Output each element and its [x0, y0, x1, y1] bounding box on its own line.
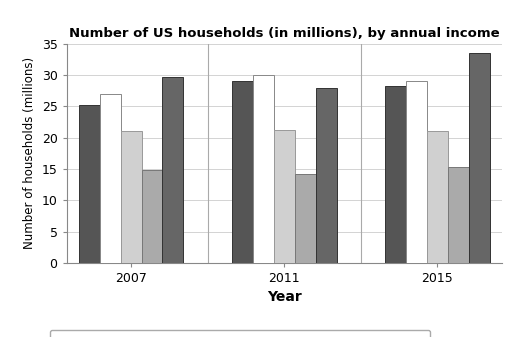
Y-axis label: Number of households (millions): Number of households (millions) [23, 57, 36, 249]
Legend: Less than $25,000, $25,000–$49,999, $50,000–$74,999, $75,000–$99,999, $100,000 o: Less than $25,000, $25,000–$49,999, $50,… [50, 330, 430, 337]
Bar [232, 81, 253, 263]
Bar [100, 94, 120, 263]
Bar [253, 75, 274, 263]
X-axis label: Year: Year [267, 290, 302, 304]
Bar [385, 86, 406, 263]
Bar [162, 77, 183, 263]
Title: Number of US households (in millions), by annual income: Number of US households (in millions), b… [69, 27, 500, 40]
Bar [427, 131, 448, 263]
Bar [294, 174, 315, 263]
Bar [468, 53, 489, 263]
Bar [141, 170, 162, 263]
Bar [315, 88, 336, 263]
Bar [406, 81, 427, 263]
Bar [79, 104, 100, 263]
Bar [448, 167, 468, 263]
Bar [274, 130, 294, 263]
Bar [120, 131, 141, 263]
